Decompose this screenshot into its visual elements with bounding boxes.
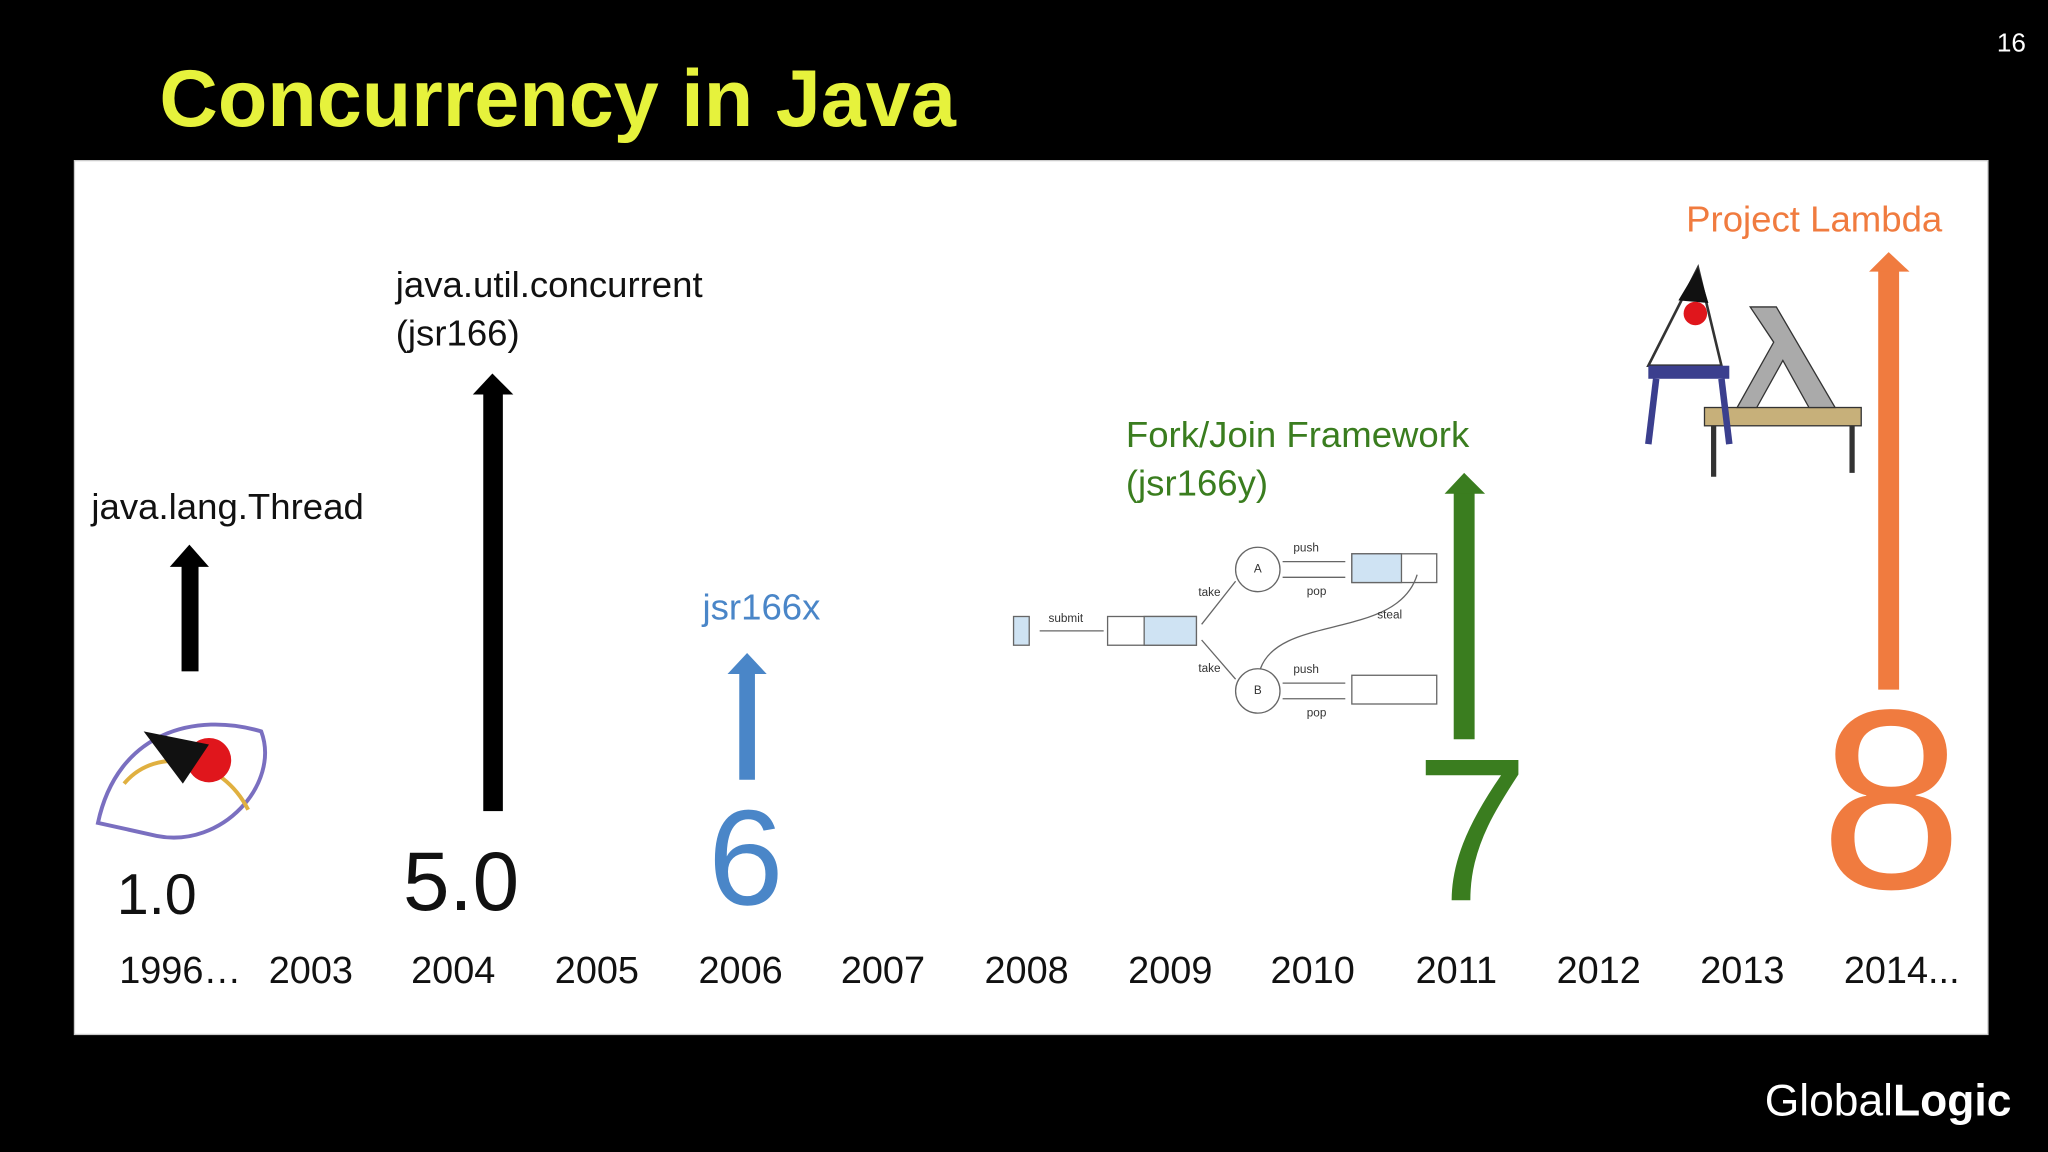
arrow-head <box>1444 472 1486 494</box>
arrow <box>483 391 503 812</box>
release-label: (jsr166) <box>396 312 520 353</box>
version-number: 7 <box>1415 717 1528 944</box>
arrows <box>169 252 1910 812</box>
year-label: 2005 <box>555 950 639 992</box>
diagram-node: B <box>1254 684 1262 697</box>
diagram-label: pop <box>1307 585 1327 598</box>
diagram-label: submit <box>1048 612 1083 625</box>
timeline: 1996… 2003 2004 2005 2006 2007 2008 2009 2010 201… <box>119 950 1959 992</box>
arrow-head <box>1869 252 1910 272</box>
version-number: 8 <box>1820 657 1962 943</box>
slide-title: Concurrency in Java <box>159 54 956 144</box>
year-label: 2004 <box>411 950 495 992</box>
lambda-mascot <box>1645 263 1862 477</box>
arrow <box>1453 491 1475 740</box>
diagram-label: push <box>1293 542 1318 555</box>
diagram-label: pop <box>1307 706 1327 719</box>
release-label: Fork/Join Framework <box>1126 414 1470 455</box>
year-label: 2009 <box>1128 950 1212 992</box>
logo-suffix: Logic <box>1893 1076 2011 1125</box>
arrow <box>1878 269 1900 690</box>
version-number: 5.0 <box>403 834 519 928</box>
page-number: 16 <box>1997 27 2026 57</box>
year-label: 1996… <box>119 950 241 992</box>
release-label: (jsr166y) <box>1126 463 1268 504</box>
release-label: jsr166x <box>702 587 821 628</box>
year-label: 2003 <box>269 950 353 992</box>
arrow-head <box>727 653 767 674</box>
release-label: java.util.concurrent <box>395 264 703 305</box>
diagram-label: take <box>1198 586 1221 599</box>
content-panel <box>73 160 1989 1036</box>
arrow-head <box>169 544 209 567</box>
duke-mascot <box>95 722 268 840</box>
diagram-label: take <box>1198 662 1221 675</box>
arrow <box>181 564 199 672</box>
year-label: 2007 <box>841 950 925 992</box>
version-number: 1.0 <box>117 863 197 927</box>
year-label: 2006 <box>698 950 782 992</box>
logo: GlobalLogic <box>1765 1076 2012 1125</box>
fork-join-diagram <box>1012 546 1438 714</box>
arrow-head <box>472 373 514 395</box>
arrow <box>739 671 755 780</box>
diagram-label: steal <box>1377 608 1402 621</box>
year-label: 2012 <box>1557 950 1641 992</box>
release-label: java.lang.Thread <box>90 486 363 527</box>
release-label: Project Lambda <box>1686 199 1943 240</box>
version-number: 6 <box>708 781 784 933</box>
year-label: 2008 <box>984 950 1068 992</box>
logo-prefix: Global <box>1765 1076 1893 1125</box>
diagram-node: A <box>1254 563 1262 576</box>
year-label: 2013 <box>1700 950 1784 992</box>
diagram-label: push <box>1293 663 1318 676</box>
year-label: 2014... <box>1844 950 1960 992</box>
year-label: 2011 <box>1416 950 1497 992</box>
year-label: 2010 <box>1271 950 1355 992</box>
